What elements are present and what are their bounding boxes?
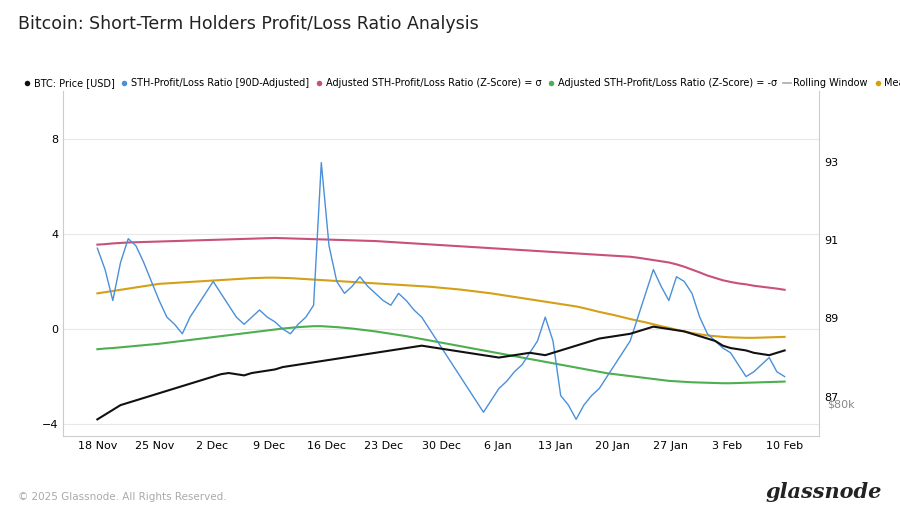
Text: $80k: $80k — [827, 400, 855, 410]
Text: glassnode: glassnode — [766, 482, 882, 502]
Text: Bitcoin: Short-Term Holders Profit/Loss Ratio Analysis: Bitcoin: Short-Term Holders Profit/Loss … — [18, 15, 479, 33]
Legend: BTC: Price [USD], STH-Profit/Loss Ratio [90D-Adjusted], Adjusted STH-Profit/Loss: BTC: Price [USD], STH-Profit/Loss Ratio … — [22, 79, 900, 88]
Text: © 2025 Glassnode. All Rights Reserved.: © 2025 Glassnode. All Rights Reserved. — [18, 492, 227, 502]
